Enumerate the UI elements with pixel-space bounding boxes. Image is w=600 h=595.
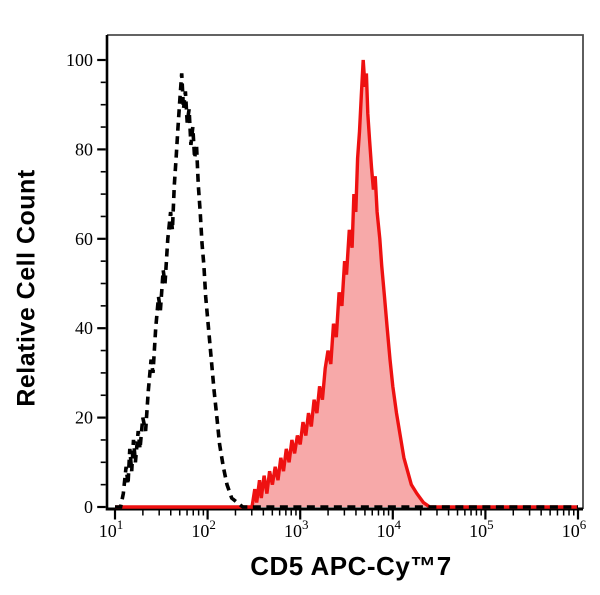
y-tick-label: 80 [75,139,93,159]
control-histogram-curve [115,73,578,509]
stained-histogram-curve [115,59,578,509]
y-tick-label: 40 [75,318,93,338]
plot-frame [107,34,584,509]
x-tick-label: 103 [284,517,309,541]
x-tick-label: 104 [377,517,402,541]
y-tick-label: 60 [75,229,93,249]
x-axis-title: CD5 APC-Cy™7 [250,551,452,581]
y-tick-label: 100 [66,50,93,70]
x-tick-label: 101 [99,517,124,541]
y-tick-label: 0 [84,497,93,517]
y-axis-title: Relative Cell Count [12,169,41,407]
x-tick-label: 106 [562,517,587,541]
y-tick-label: 20 [75,408,93,428]
x-tick-label: 105 [469,517,494,541]
x-tick-label: 102 [191,517,216,541]
